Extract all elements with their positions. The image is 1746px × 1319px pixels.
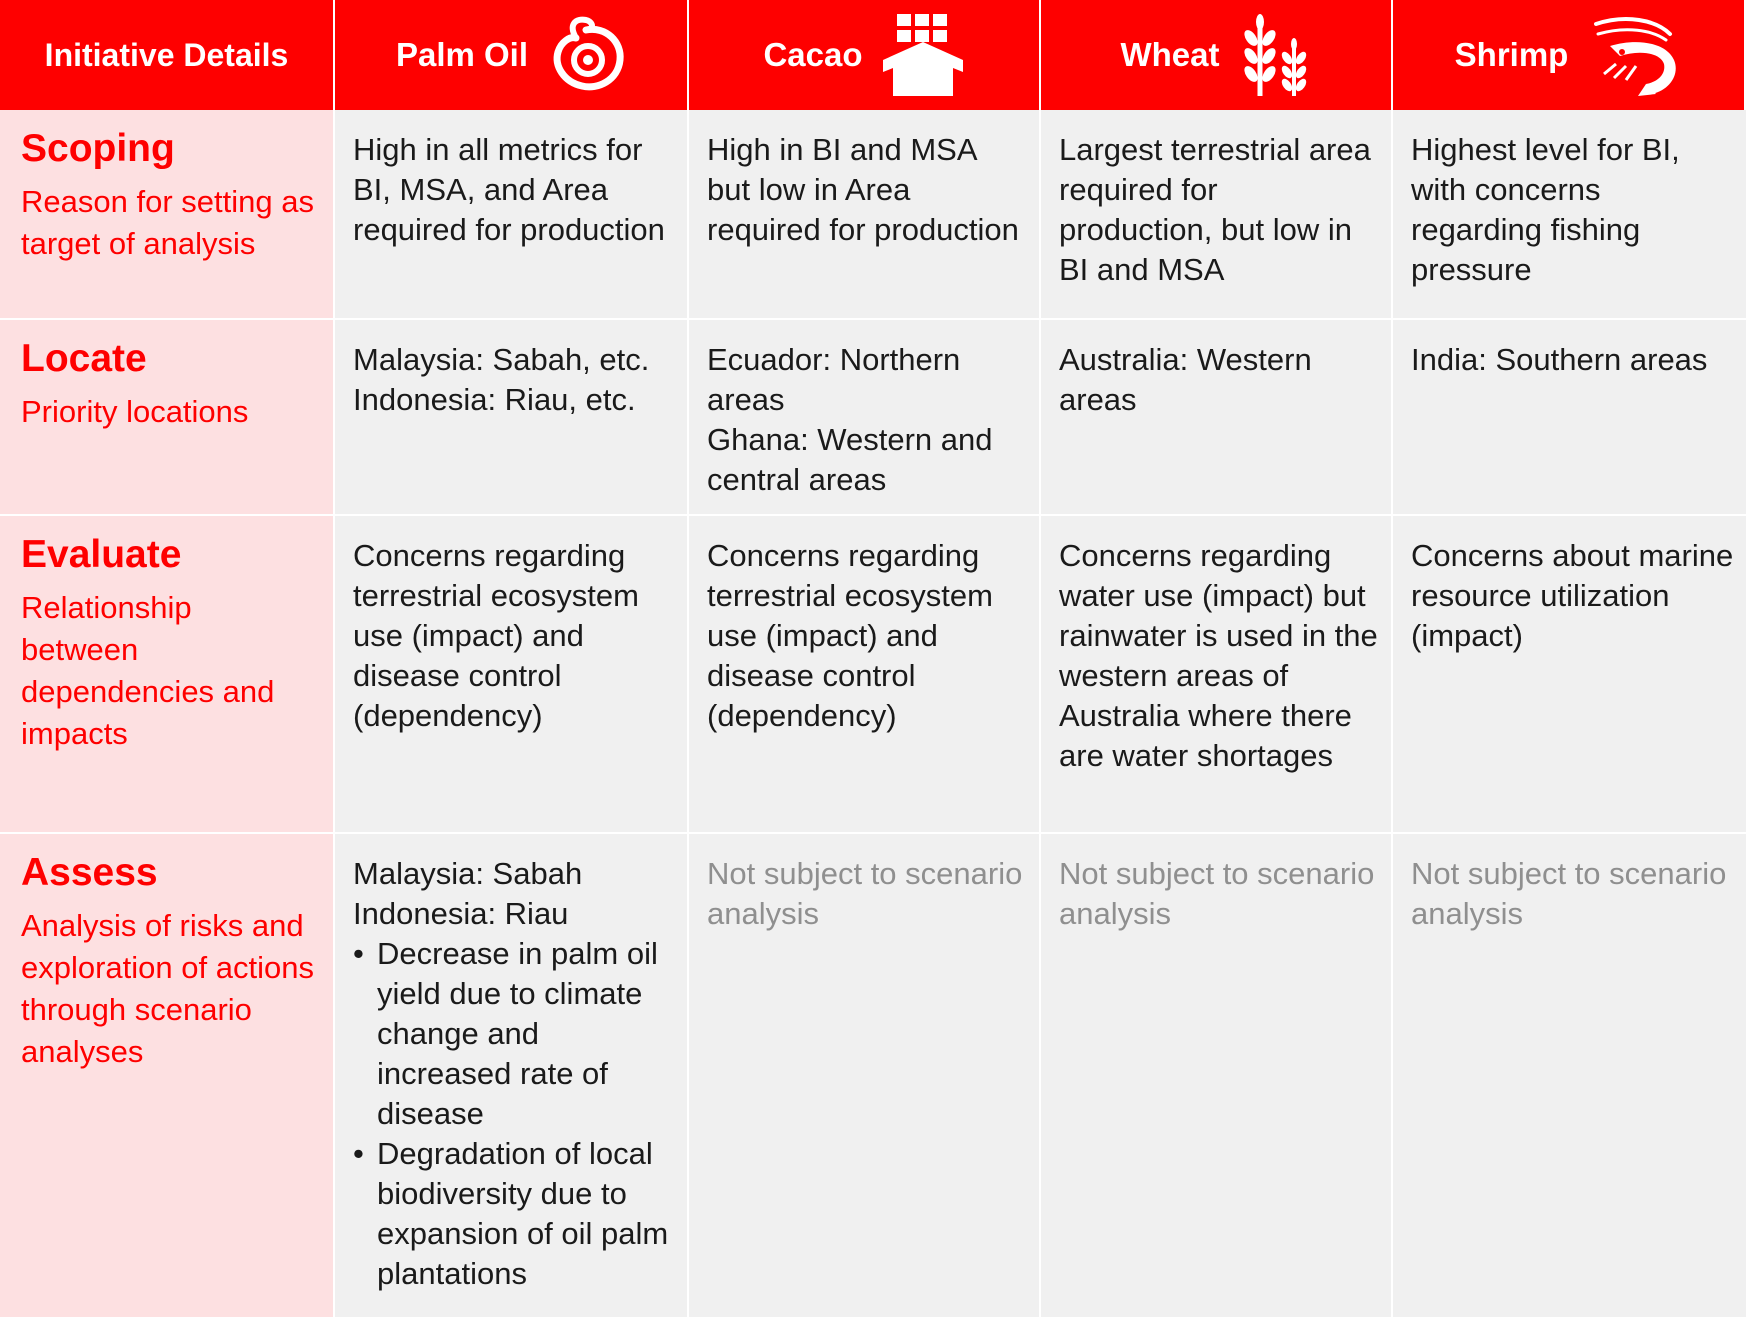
header-cacao: Cacao <box>689 0 1041 110</box>
header-cacao-label: Cacao <box>763 36 863 73</box>
cell-locate-cacao: Ecuador: Northern areas Ghana: Western a… <box>689 320 1041 516</box>
shrimp-icon <box>1586 12 1682 98</box>
header-shrimp-label: Shrimp <box>1454 36 1569 73</box>
cell-text: Concerns regarding terrestrial ecosystem… <box>707 538 993 733</box>
cell-locate-wheat: Australia: Western areas <box>1041 320 1393 516</box>
header-initiative-details-label: Initiative Details <box>44 36 289 73</box>
cell-assess-shrimp: Not subject to scenario analysis <box>1393 834 1746 1319</box>
assessment-bullets: Decrease in palm oil yield due to climat… <box>353 934 675 1294</box>
header-initiative-details: Initiative Details <box>0 0 335 110</box>
header-palm-oil-label: Palm Oil <box>395 36 529 73</box>
palm-oil-icon <box>546 16 626 94</box>
cell-text: Concerns about marine resource utilizati… <box>1411 538 1734 653</box>
cell-assess-palm-oil: Malaysia: Sabah Indonesia: Riau Decrease… <box>335 834 689 1319</box>
row-title: Scoping <box>21 127 175 170</box>
cell-assess-cacao: Not subject to scenario analysis <box>689 834 1041 1319</box>
cell-scoping-wheat: Largest terrestrial area required for pr… <box>1041 110 1393 320</box>
cell-assess-wheat: Not subject to scenario analysis <box>1041 834 1393 1319</box>
cell-text: Highest level for BI, with concerns rega… <box>1411 132 1680 287</box>
header-wheat-label: Wheat <box>1120 36 1220 73</box>
cacao-icon <box>881 12 965 98</box>
wheat-icon <box>1238 12 1312 98</box>
location-line: Ecuador: Northern areas <box>707 342 961 417</box>
location-line: Australia: Western areas <box>1059 342 1312 417</box>
row-header-assess: Assess Analysis of risks and exploration… <box>0 834 335 1319</box>
location-line: Ghana: Western and central areas <box>707 422 993 497</box>
header-shrimp: Shrimp <box>1393 0 1746 110</box>
row-title: Assess <box>21 851 158 894</box>
cell-scoping-cacao: High in BI and MSA but low in Area requi… <box>689 110 1041 320</box>
cell-evaluate-cacao: Concerns regarding terrestrial ecosystem… <box>689 516 1041 834</box>
bullet-item: Decrease in palm oil yield due to climat… <box>353 934 675 1134</box>
cell-text: Concerns regarding terrestrial ecosystem… <box>353 538 639 733</box>
location-line: India: Southern areas <box>1411 342 1708 377</box>
cell-scoping-shrimp: Highest level for BI, with concerns rega… <box>1393 110 1746 320</box>
cell-text: Largest terrestrial area required for pr… <box>1059 132 1371 287</box>
row-title: Evaluate <box>21 533 182 576</box>
cell-evaluate-wheat: Concerns regarding water use (impact) bu… <box>1041 516 1393 834</box>
row-header-locate: Locate Priority locations <box>0 320 335 516</box>
location-line: Malaysia: Sabah, etc. <box>353 342 650 377</box>
bullet-item: Degradation of local biodiversity due to… <box>353 1134 675 1294</box>
row-subtitle: Analysis of risks and exploration of act… <box>21 907 314 1069</box>
cell-evaluate-palm-oil: Concerns regarding terrestrial ecosystem… <box>335 516 689 834</box>
location-line: Indonesia: Riau <box>353 896 569 931</box>
cell-text: High in all metrics for BI, MSA, and Are… <box>353 132 665 247</box>
row-subtitle: Priority locations <box>21 393 249 429</box>
cell-locate-shrimp: India: Southern areas <box>1393 320 1746 516</box>
not-subject-text: Not subject to scenario analysis <box>1059 856 1375 931</box>
header-palm-oil: Palm Oil <box>335 0 689 110</box>
cell-evaluate-shrimp: Concerns about marine resource utilizati… <box>1393 516 1746 834</box>
location-line: Indonesia: Riau, etc. <box>353 382 636 417</box>
row-header-evaluate: Evaluate Relationship between dependenci… <box>0 516 335 834</box>
not-subject-text: Not subject to scenario analysis <box>1411 856 1727 931</box>
row-header-scoping: Scoping Reason for setting as target of … <box>0 110 335 320</box>
cell-text: High in BI and MSA but low in Area requi… <box>707 132 1019 247</box>
cell-text: Concerns regarding water use (impact) bu… <box>1059 538 1378 773</box>
row-subtitle: Relationship between dependencies and im… <box>21 589 275 751</box>
row-title: Locate <box>21 337 147 380</box>
cell-scoping-palm-oil: High in all metrics for BI, MSA, and Are… <box>335 110 689 320</box>
row-subtitle: Reason for setting as target of analysis <box>21 183 314 261</box>
header-wheat: Wheat <box>1041 0 1393 110</box>
not-subject-text: Not subject to scenario analysis <box>707 856 1023 931</box>
location-line: Malaysia: Sabah <box>353 856 583 891</box>
cell-locate-palm-oil: Malaysia: Sabah, etc. Indonesia: Riau, e… <box>335 320 689 516</box>
